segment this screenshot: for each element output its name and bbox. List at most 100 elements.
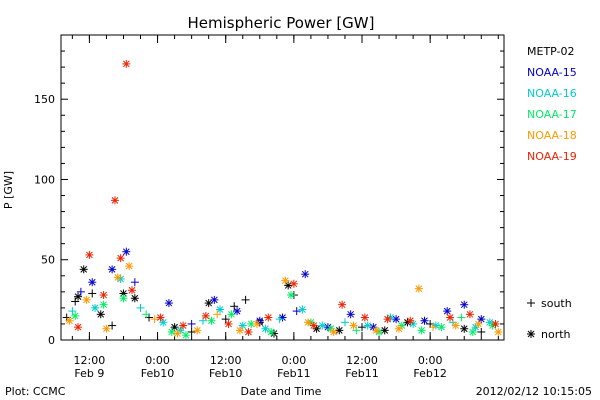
data-point [99,291,108,300]
x-tick-time-label: 0:00 [418,354,443,367]
legend-entry-noaa-16: NOAA-16 [527,87,577,100]
data-point [130,294,139,303]
data-point [298,305,307,314]
data-point [119,294,128,303]
data-point [164,299,173,308]
data-point [477,327,486,336]
data-point [187,327,196,336]
legend-entry-noaa-15: NOAA-15 [527,66,577,79]
data-point [102,324,111,333]
x-tick-date-label: Feb10 [209,367,242,380]
data-point [394,324,403,333]
x-tick-date-label: Feb10 [141,367,174,380]
data-point [181,331,190,340]
legend: METP-02 NOAA-15 NOAA-16 NOAA-17 NOAA-18 NOAA-… [527,45,577,163]
data-point [494,327,503,336]
data-point [309,321,318,330]
data-point [119,289,128,298]
data-point [349,321,358,330]
data-point [275,315,284,324]
data-point [417,326,426,335]
series-noaa-19 [74,59,500,336]
data-point [363,321,372,330]
data-point [429,323,438,332]
x-tick-date-label: Feb 9 [74,367,104,380]
plot-source: Plot: CCMC [5,385,66,398]
data-point [465,310,474,319]
data-point [224,319,233,328]
data-point [216,305,225,314]
data-point [227,310,236,319]
data-point [267,327,276,336]
data-point [108,321,117,330]
data-point [88,289,97,298]
legend-entry-noaa-19: NOAA-19 [527,150,577,163]
x-tick-time-label: 12:00 [346,354,378,367]
x-tick-date-label: Feb11 [345,367,378,380]
data-point [457,313,466,322]
data-point [264,313,273,322]
data-point [127,286,136,295]
data-point [210,295,219,304]
legend-entry-metp-02: METP-02 [527,45,575,58]
data-point [74,292,83,301]
data-point [207,316,216,325]
x-tick-time-label: 12:00 [74,354,106,367]
x-tick-time-label: 0:00 [282,354,307,367]
data-point [304,318,313,327]
data-point [437,323,446,332]
plot-frame [60,34,505,341]
data-point [122,59,131,68]
data-point [468,327,477,336]
data-point [99,300,108,309]
data-point [289,279,298,288]
data-point [420,316,429,325]
data-point [261,324,270,333]
data-point [201,311,210,320]
data-point [65,316,74,325]
data-point [110,196,119,205]
data-point [380,326,389,335]
data-point [244,327,253,336]
y-axis: 0 50 100 150 [34,50,504,347]
x-axis-label: Date and Time [241,385,322,398]
data-point [179,321,188,330]
y-tick-label: 100 [34,173,55,186]
data-point [122,247,131,256]
data-point [213,310,222,319]
data-point [414,284,423,293]
data-point [193,326,202,335]
data-point [474,319,483,328]
data-point [460,300,469,309]
data-point [451,321,460,330]
x-tick-date-label: Feb12 [413,367,446,380]
marker-legend-symbol-north [527,330,535,338]
legend-entry-noaa-17: NOAA-17 [527,108,577,121]
data-point [91,303,100,312]
marker-legend-symbol-south [527,299,535,307]
data-point [360,313,369,322]
marker-legend-north: north [541,328,571,341]
data-point [375,327,384,336]
marker-legend: south north [527,297,572,341]
legend-entry-noaa-18: NOAA-18 [527,129,577,142]
data-point [318,321,327,330]
data-point [491,319,500,328]
data-point [241,295,250,304]
data-point [406,316,415,325]
data-point [446,313,455,322]
data-point [187,319,196,328]
chart-title: Hemispheric Power [GW] [188,14,375,32]
data-point [85,250,94,259]
data-point [71,311,80,320]
data-point [113,273,122,282]
y-tick-label: 150 [34,93,55,106]
data-point [96,310,105,319]
data-point [76,287,85,296]
data-point [346,310,355,319]
data-point [173,329,182,338]
data-point [383,315,392,324]
x-tick-time-label: 12:00 [210,354,242,367]
data-point [74,323,83,332]
